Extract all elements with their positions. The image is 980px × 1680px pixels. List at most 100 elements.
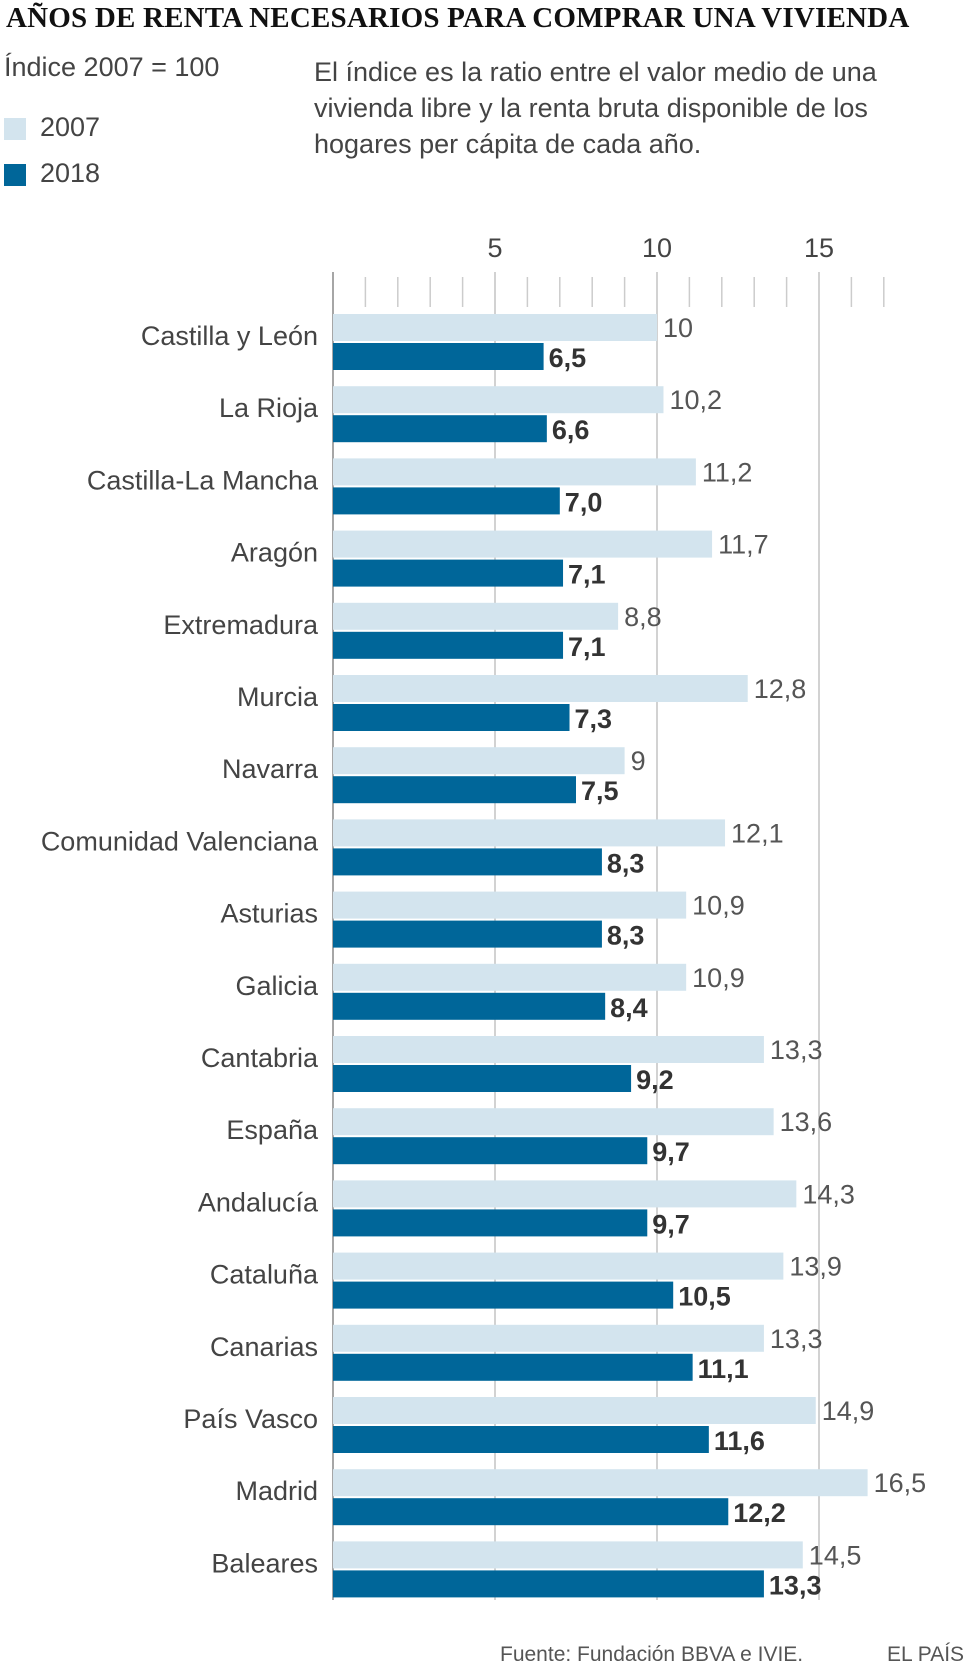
data-label-2007: 9 — [631, 746, 646, 776]
bar-2018 — [333, 415, 547, 443]
source-note: Fuente: Fundación BBVA e IVIE. — [500, 1643, 804, 1666]
bar-2007 — [333, 314, 657, 341]
data-label-2018: 10,5 — [678, 1282, 731, 1312]
data-label-2018: 7,5 — [581, 776, 619, 806]
data-label-2018: 9,7 — [652, 1209, 690, 1239]
data-label-2007: 11,7 — [718, 530, 769, 560]
category-label: La Rioja — [219, 393, 319, 423]
x-tick-label-15: 15 — [804, 233, 834, 263]
bar-2007 — [333, 675, 748, 702]
bar-chart: 5 10 15 Castilla y León 10 6,5 La Rioja 10,2 6,6… — [41, 233, 927, 1600]
data-label-2007: 10 — [663, 313, 693, 343]
data-label-2007: 11,2 — [702, 457, 753, 487]
legend-label-2018: 2018 — [40, 158, 101, 188]
bar-2018 — [333, 776, 576, 804]
data-label-2007: 10,9 — [692, 963, 745, 993]
category-label: País Vasco — [183, 1404, 318, 1434]
chart-title: AÑOS DE RENTA NECESARIOS PARA COMPRAR UN… — [6, 2, 910, 34]
data-label-2018: 13,3 — [769, 1570, 822, 1600]
bar-2007 — [333, 1324, 764, 1352]
bar-2007 — [333, 458, 696, 486]
data-label-2007: 16,5 — [874, 1468, 927, 1498]
legend-label-2007: 2007 — [40, 112, 101, 142]
data-label-2018: 6,5 — [549, 343, 587, 373]
bar-2007 — [333, 1397, 816, 1424]
bar-2007 — [333, 891, 687, 919]
brand-credit: EL PAÍS — [887, 1643, 965, 1666]
data-label-2018: 8,3 — [607, 921, 645, 951]
data-label-2007: 8,8 — [624, 602, 662, 632]
bar-2018 — [333, 848, 602, 876]
bar-2007 — [333, 530, 713, 558]
category-label: Madrid — [235, 1476, 318, 1506]
category-label: Aragón — [231, 538, 318, 568]
data-label-2007: 12,1 — [731, 818, 784, 848]
index-note: Índice 2007 = 100 — [4, 52, 220, 82]
category-label: Galicia — [235, 971, 319, 1001]
bar-2018 — [333, 343, 544, 370]
x-tick-label-10: 10 — [642, 233, 672, 263]
category-label: Castilla-La Mancha — [87, 465, 319, 495]
data-label-2007: 12,8 — [754, 674, 807, 704]
bar-2007 — [333, 1036, 764, 1063]
chart-description: El índice es la ratio entre el valor med… — [314, 57, 877, 159]
data-label-2007: 13,9 — [789, 1252, 842, 1282]
data-label-2007: 10,2 — [669, 385, 722, 415]
data-label-2007: 14,9 — [822, 1396, 875, 1426]
data-label-2018: 9,2 — [636, 1065, 674, 1095]
data-label-2018: 9,7 — [652, 1137, 690, 1167]
bar-2007 — [333, 386, 664, 414]
category-label: Andalucía — [198, 1187, 319, 1217]
bar-2007 — [333, 1180, 797, 1208]
bar-2018 — [333, 1498, 729, 1526]
bar-2018 — [333, 487, 560, 515]
data-label-2007: 14,5 — [809, 1540, 862, 1570]
data-label-2018: 11,6 — [714, 1426, 765, 1456]
bar-2018 — [333, 992, 606, 1020]
category-label: Cataluña — [210, 1260, 319, 1290]
bar-2018 — [333, 1281, 674, 1309]
data-label-2007: 13,3 — [770, 1324, 823, 1354]
category-label: Navarra — [222, 754, 319, 784]
bar-2007 — [333, 747, 625, 775]
category-label: Extremadura — [163, 610, 319, 640]
category-label: Asturias — [220, 899, 318, 929]
legend-swatch-2018 — [4, 164, 26, 186]
data-label-2018: 7,1 — [568, 632, 606, 662]
data-label-2007: 10,9 — [692, 891, 745, 921]
data-label-2018: 12,2 — [733, 1498, 786, 1528]
category-label: Canarias — [210, 1332, 318, 1362]
data-label-2007: 14,3 — [802, 1179, 855, 1209]
category-label: Murcia — [237, 682, 319, 712]
bar-2007 — [333, 1469, 868, 1497]
data-label-2018: 7,3 — [575, 704, 613, 734]
bar-2018 — [333, 1137, 648, 1165]
bar-2018 — [333, 559, 564, 587]
bar-2007 — [333, 602, 619, 630]
bar-2018 — [333, 631, 564, 659]
bar-2007 — [333, 1252, 784, 1280]
data-label-2007: 13,6 — [780, 1107, 833, 1137]
data-label-2018: 8,3 — [607, 848, 645, 878]
data-label-2018: 11,1 — [698, 1354, 749, 1384]
bar-2007 — [333, 819, 726, 847]
bar-2018 — [333, 704, 570, 731]
bar-2018 — [333, 1570, 764, 1598]
bar-2007 — [333, 1541, 803, 1569]
x-tick-label-5: 5 — [487, 233, 502, 263]
bar-2018 — [333, 1426, 709, 1453]
category-label: Baleares — [211, 1548, 318, 1578]
category-label: Comunidad Valenciana — [41, 826, 319, 856]
category-label: España — [226, 1115, 319, 1145]
data-label-2018: 7,1 — [568, 560, 606, 590]
bar-2018 — [333, 1209, 648, 1237]
data-label-2018: 6,6 — [552, 415, 590, 445]
category-label: Cantabria — [201, 1043, 319, 1073]
data-label-2018: 7,0 — [565, 487, 603, 517]
data-label-2018: 8,4 — [610, 993, 648, 1023]
data-label-2007: 13,3 — [770, 1035, 823, 1065]
bar-2018 — [333, 920, 602, 948]
category-label: Castilla y León — [141, 321, 318, 351]
bar-2018 — [333, 1353, 693, 1381]
legend-swatch-2007 — [4, 118, 26, 140]
